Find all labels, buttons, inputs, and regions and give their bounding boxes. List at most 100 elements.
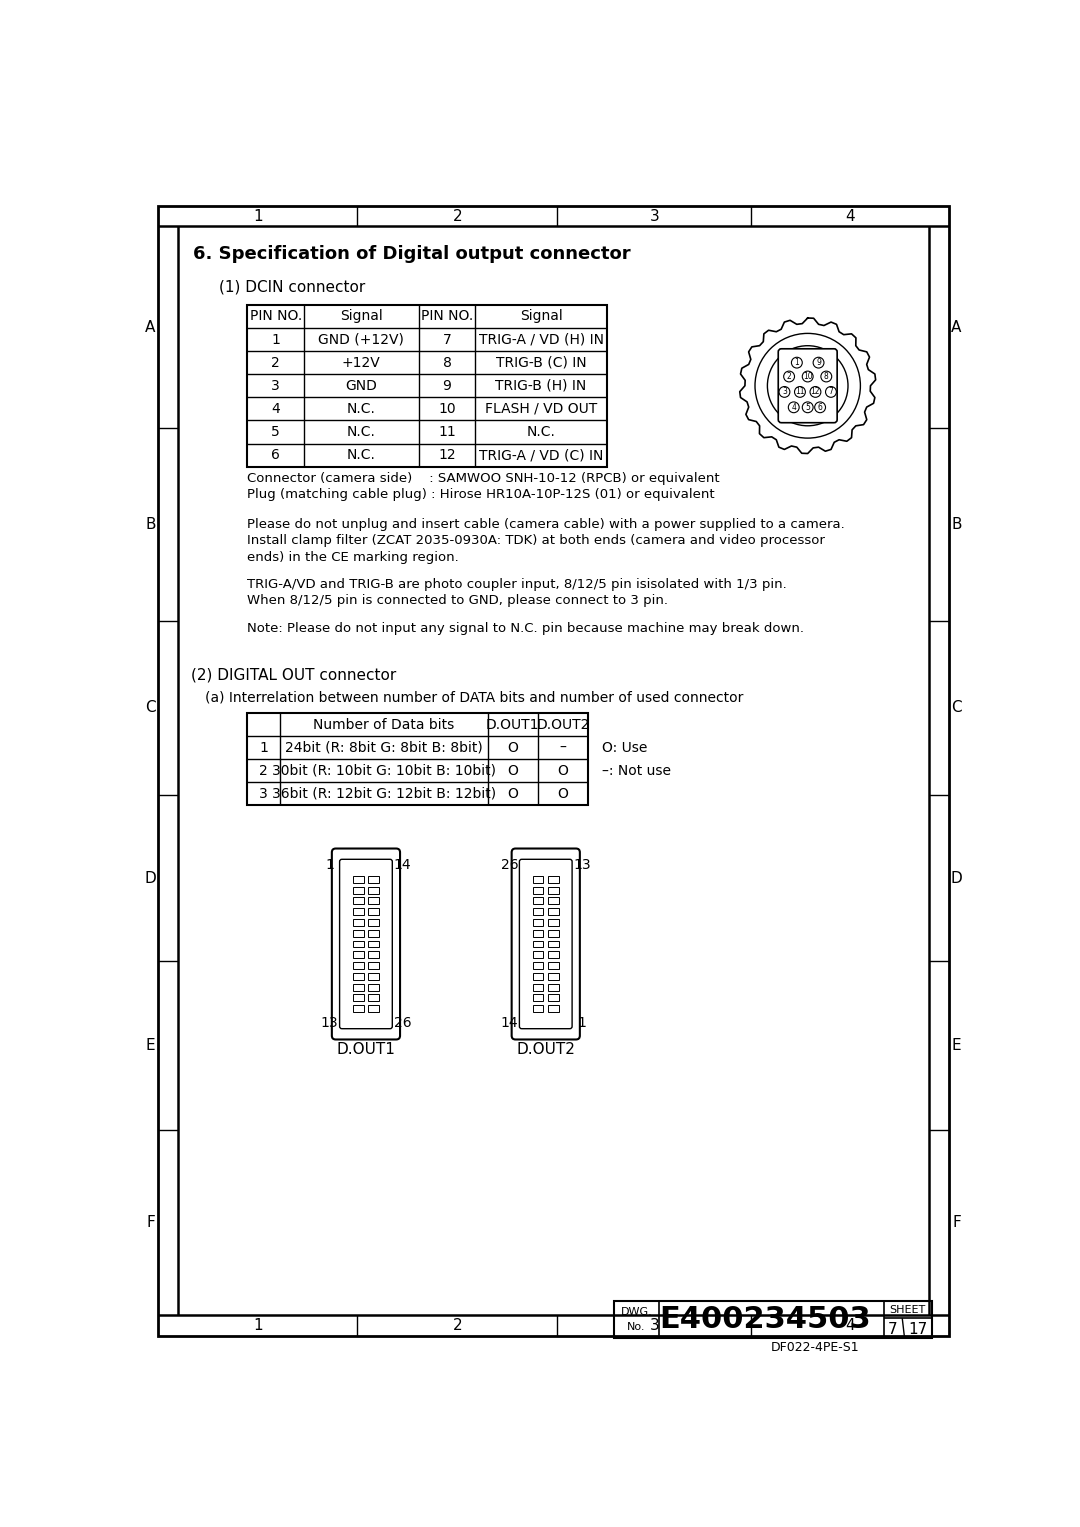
Text: O: O — [508, 741, 518, 754]
Text: 13: 13 — [321, 1017, 338, 1031]
Text: DWG.: DWG. — [621, 1307, 652, 1318]
Bar — [353, 1005, 364, 1012]
Bar — [548, 909, 559, 915]
Bar — [353, 876, 364, 883]
Text: D: D — [950, 870, 962, 886]
Text: 11: 11 — [795, 388, 805, 397]
Text: D: D — [145, 870, 157, 886]
Text: 12: 12 — [438, 447, 456, 463]
Text: D.OUT1: D.OUT1 — [486, 718, 540, 731]
Text: 3: 3 — [782, 388, 787, 397]
Text: O: O — [557, 764, 569, 777]
Text: 1: 1 — [253, 209, 262, 224]
Text: SHEET: SHEET — [890, 1304, 926, 1315]
Text: E400234503: E400234503 — [659, 1306, 870, 1335]
Text: 17: 17 — [908, 1321, 928, 1336]
Text: TRIG-A / VD (C) IN: TRIG-A / VD (C) IN — [478, 447, 604, 463]
Bar — [548, 930, 559, 936]
Text: Signal: Signal — [340, 310, 382, 324]
Text: D.OUT2: D.OUT2 — [516, 1041, 576, 1057]
Bar — [548, 1005, 559, 1012]
Text: GND: GND — [346, 379, 377, 392]
Text: 26: 26 — [393, 1017, 411, 1031]
Text: 4: 4 — [792, 403, 796, 412]
Text: 7: 7 — [888, 1321, 897, 1336]
Text: 4: 4 — [846, 209, 854, 224]
Bar — [532, 1005, 543, 1012]
Text: PIN NO.: PIN NO. — [421, 310, 473, 324]
Text: 36bit (R: 12bit G: 12bit B: 12bit): 36bit (R: 12bit G: 12bit B: 12bit) — [272, 786, 496, 800]
Text: FLASH / VD OUT: FLASH / VD OUT — [485, 402, 597, 415]
Bar — [353, 941, 364, 947]
Text: E: E — [951, 1038, 961, 1054]
Bar — [532, 919, 543, 925]
Text: 2: 2 — [453, 1318, 462, 1333]
Text: 14: 14 — [500, 1017, 518, 1031]
Text: 9: 9 — [816, 359, 821, 366]
Text: Signal: Signal — [519, 310, 563, 324]
Text: 3: 3 — [649, 1318, 659, 1333]
Bar — [532, 909, 543, 915]
Bar — [353, 973, 364, 980]
Text: N.C.: N.C. — [527, 425, 555, 438]
Text: B: B — [951, 516, 962, 531]
Text: 10: 10 — [802, 373, 812, 382]
Bar — [548, 919, 559, 925]
Bar — [353, 951, 364, 959]
Text: 2: 2 — [259, 764, 268, 777]
Text: 24bit (R: 8bit G: 8bit B: 8bit): 24bit (R: 8bit G: 8bit B: 8bit) — [285, 741, 483, 754]
Bar — [368, 994, 379, 1002]
Bar — [353, 919, 364, 925]
FancyBboxPatch shape — [779, 348, 837, 423]
Text: No.: No. — [627, 1322, 646, 1333]
Text: A: A — [951, 319, 961, 334]
FancyBboxPatch shape — [339, 860, 392, 1029]
Bar — [368, 941, 379, 947]
Bar — [368, 887, 379, 893]
Text: 5: 5 — [806, 403, 810, 412]
Text: 4: 4 — [271, 402, 280, 415]
Text: 6: 6 — [271, 447, 280, 463]
Bar — [532, 951, 543, 959]
Bar — [247, 713, 589, 805]
Text: 14: 14 — [393, 858, 411, 872]
Text: Number of Data bits: Number of Data bits — [313, 718, 455, 731]
Bar — [548, 973, 559, 980]
Text: ends) in the CE marking region.: ends) in the CE marking region. — [247, 551, 459, 563]
Bar — [532, 930, 543, 936]
Text: 1: 1 — [325, 858, 334, 872]
Bar — [548, 951, 559, 959]
Bar — [353, 962, 364, 970]
Text: 8: 8 — [824, 373, 828, 382]
Bar — [368, 962, 379, 970]
Text: (1) DCIN connector: (1) DCIN connector — [218, 279, 365, 295]
Text: +12V: +12V — [342, 356, 380, 370]
Bar — [368, 909, 379, 915]
Text: A: A — [146, 319, 156, 334]
Bar — [548, 983, 559, 991]
Text: (2) DIGITAL OUT connector: (2) DIGITAL OUT connector — [191, 667, 396, 683]
Bar — [368, 919, 379, 925]
Bar — [353, 994, 364, 1002]
Text: 2: 2 — [271, 356, 280, 370]
Text: O: O — [508, 786, 518, 800]
Text: 7: 7 — [443, 333, 451, 347]
Bar — [368, 1005, 379, 1012]
Bar — [532, 973, 543, 980]
Text: 3: 3 — [271, 379, 280, 392]
Text: N.C.: N.C. — [347, 447, 376, 463]
Bar — [368, 898, 379, 904]
Bar — [532, 876, 543, 883]
Text: –: – — [559, 741, 567, 754]
Bar — [368, 930, 379, 936]
Bar — [532, 941, 543, 947]
Text: 1: 1 — [253, 1318, 262, 1333]
Text: 6. Specification of Digital output connector: 6. Specification of Digital output conne… — [193, 244, 631, 263]
Text: 5: 5 — [271, 425, 280, 438]
Bar — [368, 983, 379, 991]
Text: 4: 4 — [846, 1318, 854, 1333]
Text: 9: 9 — [443, 379, 451, 392]
Bar — [368, 973, 379, 980]
Text: 2: 2 — [786, 373, 792, 382]
Bar — [532, 898, 543, 904]
